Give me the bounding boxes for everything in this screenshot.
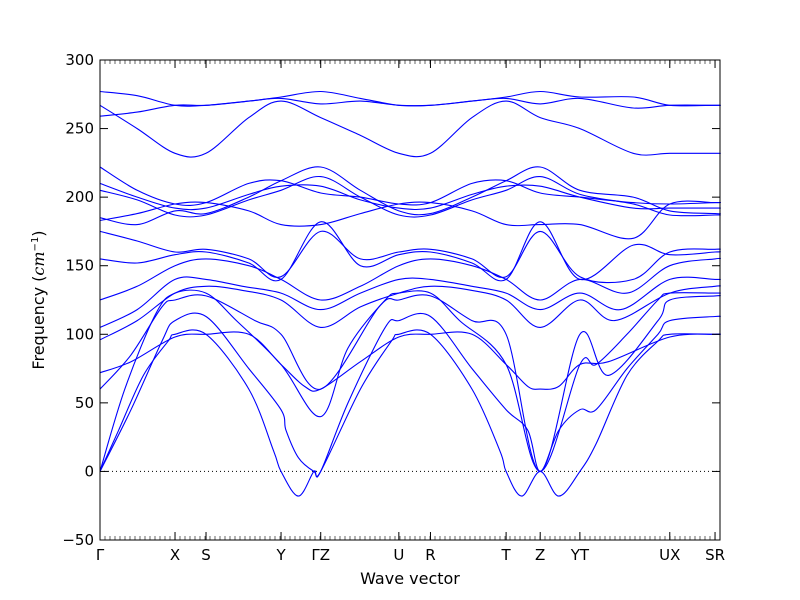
kpoint-label: ΓZ bbox=[311, 546, 330, 564]
y-tick-label: 150 bbox=[65, 257, 94, 275]
phonon-branch-4 bbox=[99, 294, 721, 472]
kpoint-label: R bbox=[425, 546, 435, 564]
phonon-branch-15 bbox=[99, 166, 721, 206]
phonon-branch-1 bbox=[99, 329, 721, 497]
y-tick-label: −50 bbox=[62, 531, 94, 549]
plot-frame bbox=[99, 59, 721, 541]
ticks-layer: −50 0 50 100 150 200 250 300 Γ X S Y ΓZ U R T Z YT UX SR bbox=[62, 51, 725, 564]
kpoint-label: X bbox=[170, 546, 180, 564]
kpoint-label: Y bbox=[275, 546, 286, 564]
kpoint-label: SR bbox=[705, 546, 725, 564]
phonon-branch-3 bbox=[99, 289, 721, 472]
phonon-branch-14 bbox=[99, 182, 721, 211]
kpoint-label: Z bbox=[535, 546, 545, 564]
phonon-branch-9 bbox=[99, 221, 721, 282]
phonon-branch-2 bbox=[99, 312, 721, 478]
phonon-branch-17 bbox=[99, 90, 721, 109]
kpoint-label: YT bbox=[570, 546, 590, 564]
phonon-branch-13 bbox=[99, 176, 721, 218]
phonon-branch-7 bbox=[99, 276, 721, 328]
y-tick-label: 100 bbox=[65, 325, 94, 343]
phonon-branch-18 bbox=[99, 100, 721, 158]
y-axis-title: Frequency (cm−1) bbox=[29, 230, 48, 369]
kpoint-label: T bbox=[501, 546, 512, 564]
y-axis-title-text: Frequency ( bbox=[29, 276, 48, 370]
y-tick-label: 250 bbox=[65, 120, 94, 138]
y-axis-title-close: ) bbox=[29, 230, 48, 236]
phonon-branch-8 bbox=[99, 257, 721, 301]
y-axis-title-exp: −1 bbox=[30, 237, 41, 252]
y-tick-label: 50 bbox=[75, 394, 94, 412]
y-axis-title-unit: cm bbox=[29, 251, 48, 275]
kpoint-label: U bbox=[393, 546, 404, 564]
y-tick-label: 0 bbox=[84, 462, 94, 480]
x-axis-title: Wave vector bbox=[360, 569, 460, 588]
phonon-branch-11 bbox=[99, 200, 721, 240]
y-tick-label: 200 bbox=[65, 188, 94, 206]
phonon-branch-6 bbox=[99, 285, 721, 341]
kpoint-label: S bbox=[201, 546, 211, 564]
kpoint-label: UX bbox=[659, 546, 680, 564]
phonon-branch-10 bbox=[99, 230, 721, 284]
phonon-branch-5 bbox=[99, 331, 721, 392]
phonon-branch-12 bbox=[99, 166, 721, 226]
kpoint-label: Γ bbox=[96, 546, 105, 564]
series-layer bbox=[99, 90, 721, 497]
y-tick-label: 300 bbox=[65, 51, 94, 69]
